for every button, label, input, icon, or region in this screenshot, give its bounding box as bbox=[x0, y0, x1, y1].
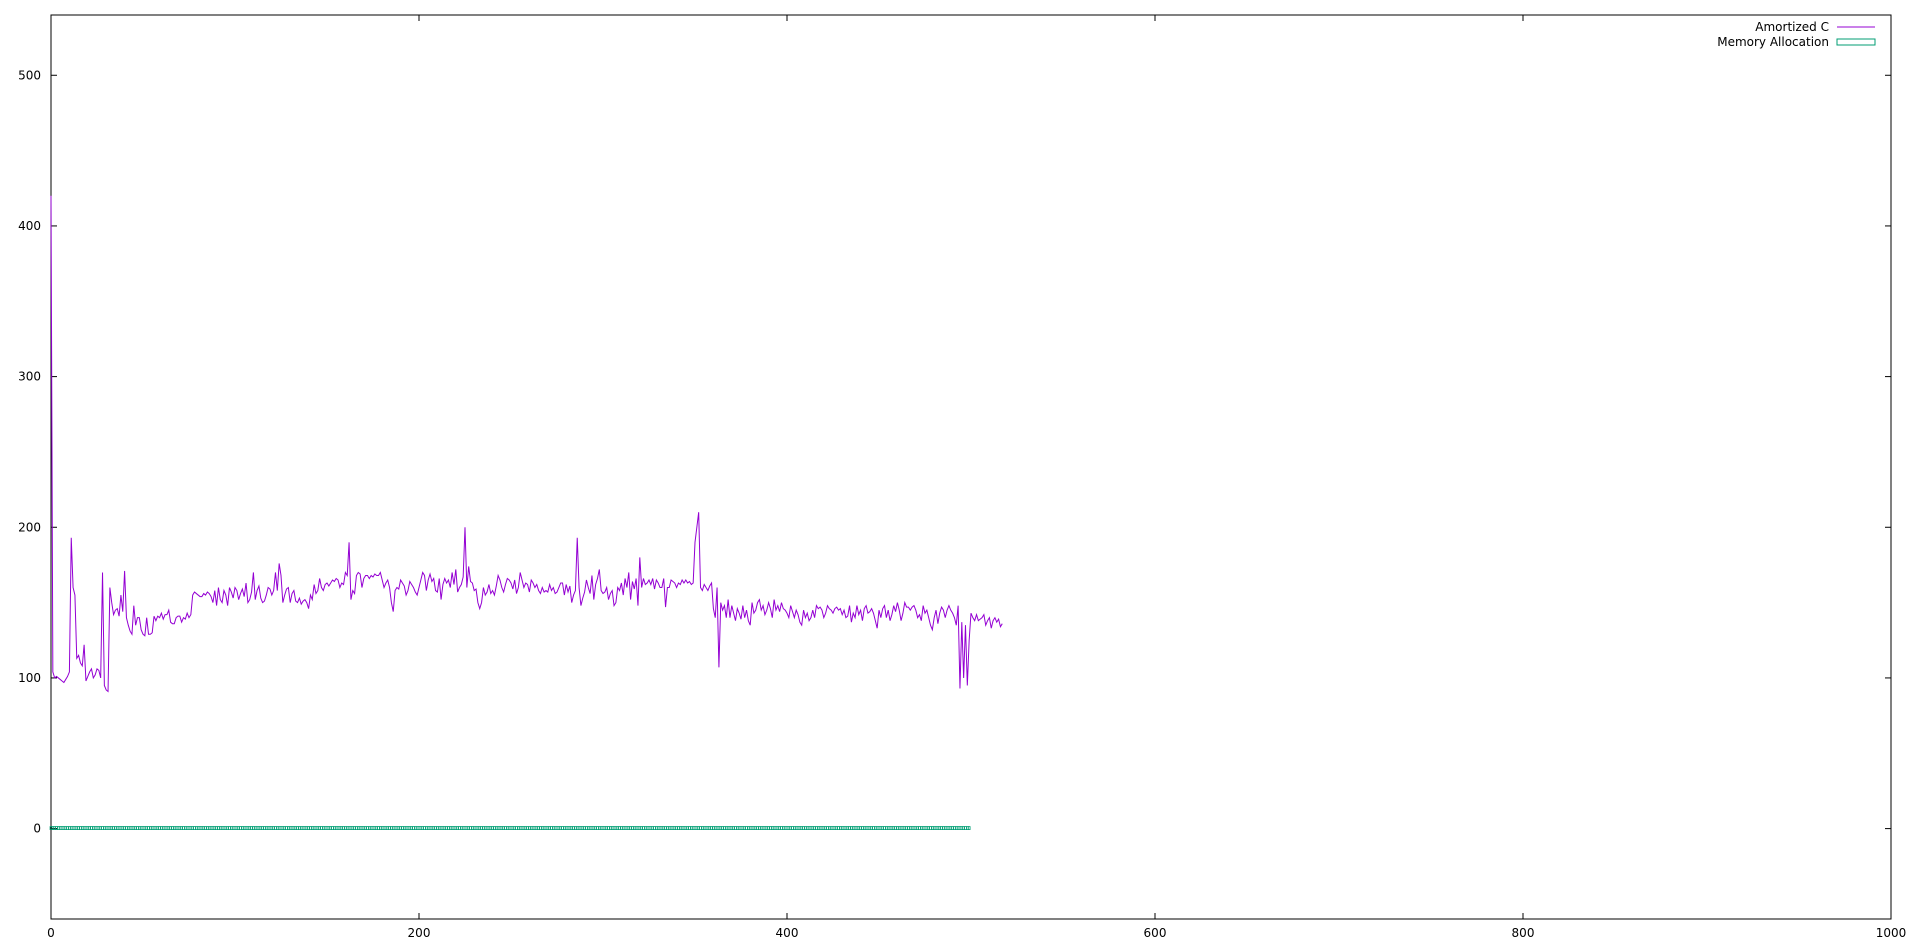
amortized-c-series bbox=[50, 195, 1003, 693]
x-tick-label: 600 bbox=[1144, 926, 1167, 940]
x-axis: 0 200 400 600 800 1000 bbox=[47, 15, 1906, 940]
x-tick-label: 200 bbox=[408, 926, 431, 940]
y-tick-label: 0 bbox=[33, 822, 41, 836]
x-tick-label: 0 bbox=[47, 926, 55, 940]
y-tick-label: 100 bbox=[18, 671, 41, 685]
legend-label-memory: Memory Allocation bbox=[1717, 35, 1829, 49]
legend-label-amortized: Amortized C bbox=[1755, 20, 1829, 34]
x-tick-label: 400 bbox=[776, 926, 799, 940]
legend-swatch-memory bbox=[1836, 38, 1876, 46]
y-tick-label: 200 bbox=[18, 520, 41, 534]
memory-allocation-series bbox=[49, 826, 971, 830]
memory-allocation-box bbox=[967, 826, 971, 830]
y-tick-label: 400 bbox=[18, 219, 41, 233]
x-tick-label: 1000 bbox=[1876, 926, 1907, 940]
y-tick-label: 300 bbox=[18, 370, 41, 384]
amortized-c-line bbox=[50, 195, 1003, 693]
y-axis: 0 100 200 300 400 500 bbox=[18, 68, 1891, 836]
x-tick-label: 800 bbox=[1512, 926, 1535, 940]
y-tick-label: 500 bbox=[18, 68, 41, 82]
plot-frame bbox=[50, 14, 1892, 920]
